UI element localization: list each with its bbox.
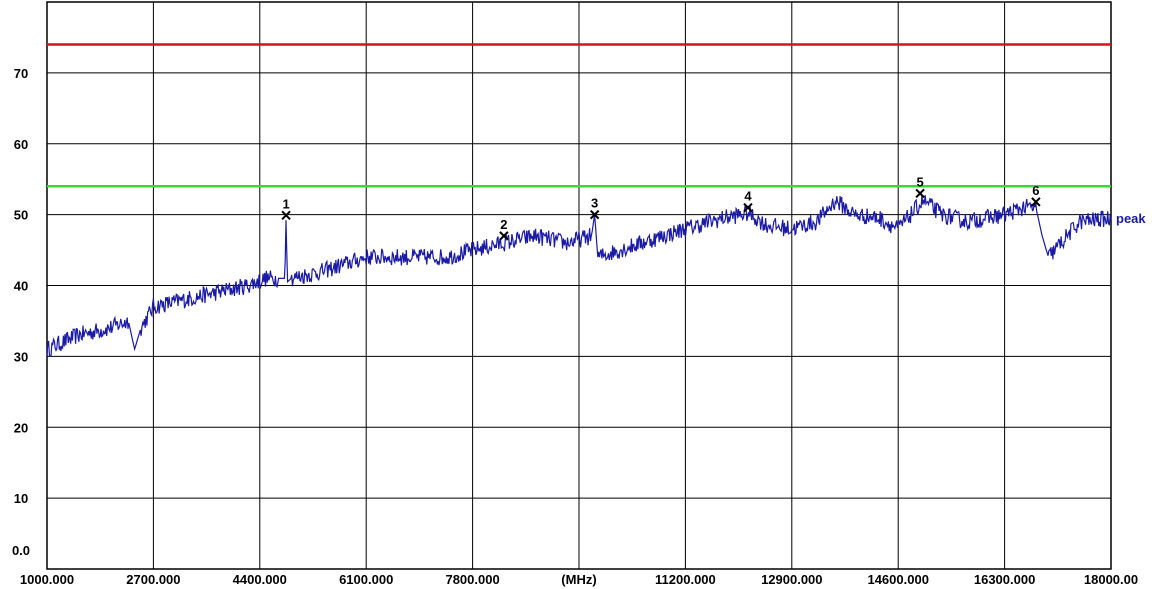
- x-tick-label: 6100.000: [339, 572, 393, 587]
- x-tick-label: 2700.000: [126, 572, 180, 587]
- y-tick-label: 0.0: [12, 543, 30, 558]
- marker-label: 5: [916, 174, 923, 189]
- x-tick-label: 18000.00: [1084, 572, 1138, 587]
- series-label: peak: [1116, 211, 1146, 226]
- y-tick-label: 70: [14, 66, 28, 81]
- series-layer: peak: [46, 194, 1146, 357]
- marker-x-icon: [281, 210, 291, 221]
- x-tick-label: 11200.000: [655, 572, 716, 587]
- marker-x-icon: [1031, 197, 1041, 207]
- marker-x-icon: [915, 188, 925, 199]
- markers-layer: 1 2 3 4 5 6: [281, 174, 1041, 241]
- limit-lines: [47, 43, 1111, 188]
- grid: [47, 2, 1111, 569]
- marker-label: 4: [744, 189, 752, 204]
- marker-label: 6: [1032, 183, 1039, 198]
- marker-label: 1: [282, 196, 289, 211]
- x-tick-label: 16300.000: [974, 572, 1035, 587]
- x-tick-label: 12900.000: [761, 572, 822, 587]
- x-tick-label: 14600.000: [867, 572, 928, 587]
- y-tick-label: 50: [14, 208, 28, 223]
- marker-x-icon: [589, 209, 600, 220]
- x-tick-label: 4400.000: [233, 572, 287, 587]
- y-tick-label: 20: [14, 420, 28, 435]
- x-tick-label: 7800.000: [445, 572, 499, 587]
- x-tick-label: (MHz): [561, 572, 596, 587]
- y-tick-label: 40: [14, 279, 28, 294]
- y-tick-label: 60: [14, 137, 28, 152]
- marker-label: 3: [591, 196, 598, 211]
- marker-label: 2: [500, 217, 507, 232]
- x-tick-label: 1000.000: [20, 572, 74, 587]
- marker-x-icon: [743, 202, 753, 213]
- y-tick-labels: 0.0 10 20 30 40 50 60 70: [12, 66, 30, 558]
- series-line-peak: [46, 194, 1112, 357]
- y-tick-label: 30: [14, 349, 28, 364]
- marker-x-icon: [499, 231, 509, 241]
- y-tick-label: 10: [14, 491, 28, 506]
- x-tick-labels: 1000.000 2700.000 4400.000 6100.000 7800.000…: [20, 572, 1138, 587]
